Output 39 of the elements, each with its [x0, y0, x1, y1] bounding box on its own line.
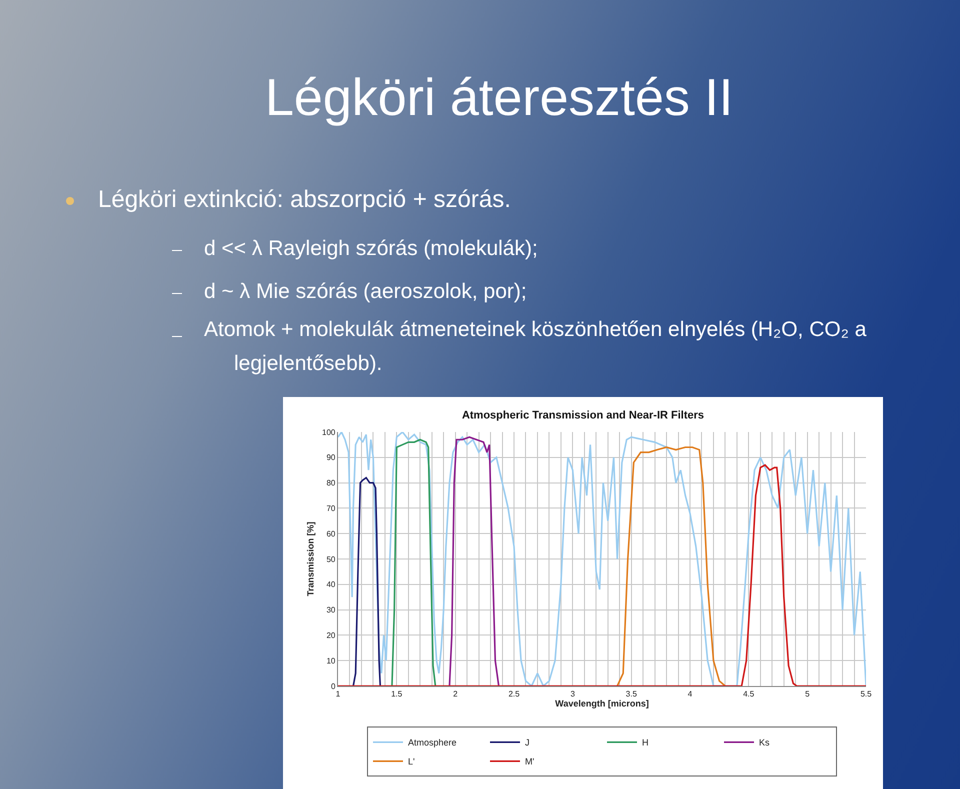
- x-tick-label: 4.5: [743, 690, 755, 699]
- x-tick-label: 3.5: [626, 690, 638, 699]
- legend-label: Ks: [759, 738, 770, 748]
- y-tick-label: 40: [326, 580, 336, 590]
- text: Légköri extinkció: abszorpció + szórás.: [98, 186, 511, 214]
- y-tick-label: 60: [326, 529, 336, 538]
- y-tick-label: 20: [326, 631, 336, 640]
- y-axis-title: Transmission [%]: [305, 522, 316, 596]
- chart-title: Atmospheric Transmission and Near-IR Filters: [462, 409, 704, 422]
- x-tick-label: 5: [805, 690, 810, 699]
- text: Légköri áteresztés II: [265, 68, 734, 128]
- x-tick-label: 1.5: [391, 690, 403, 699]
- y-tick-label: 10: [326, 656, 336, 666]
- x-tick-label: 2.5: [508, 690, 520, 699]
- x-axis-title: Wavelength [microns]: [555, 698, 649, 709]
- text: d ~ λ Mie szórás (aeroszolok, por);: [204, 279, 528, 305]
- line-series: [352, 476, 382, 686]
- line-series: [616, 446, 726, 686]
- legend-label: Atmosphere: [408, 738, 457, 748]
- y-tick-label: 0: [330, 682, 336, 691]
- line-series: [448, 436, 500, 686]
- x-tick-label: 4: [688, 690, 693, 699]
- y-tick-label: 100: [322, 428, 336, 437]
- y-tick-label: 80: [326, 478, 336, 488]
- legend-label: L': [408, 756, 416, 767]
- x-tick-label: 3: [570, 690, 576, 699]
- y-tick-label: 50: [326, 554, 336, 564]
- legend-label: M': [525, 756, 534, 767]
- y-tick-label: 90: [326, 453, 336, 462]
- text: Atomok + molekulák átmeneteinek köszönhetően elnyelés (H₂O, CO₂ a legjelentősebb).: [204, 317, 868, 377]
- legend-label: H: [642, 738, 648, 748]
- y-tick-label: 30: [326, 606, 336, 615]
- legend-label: J: [525, 738, 530, 748]
- x-tick-label: 5.5: [860, 690, 872, 699]
- x-tick-label: 1: [336, 690, 341, 699]
- text: d << λ Rayleigh szórás (molekulák);: [204, 236, 539, 262]
- line-series: [391, 438, 436, 686]
- y-tick-label: 70: [326, 504, 336, 513]
- x-tick-label: 2: [453, 690, 458, 699]
